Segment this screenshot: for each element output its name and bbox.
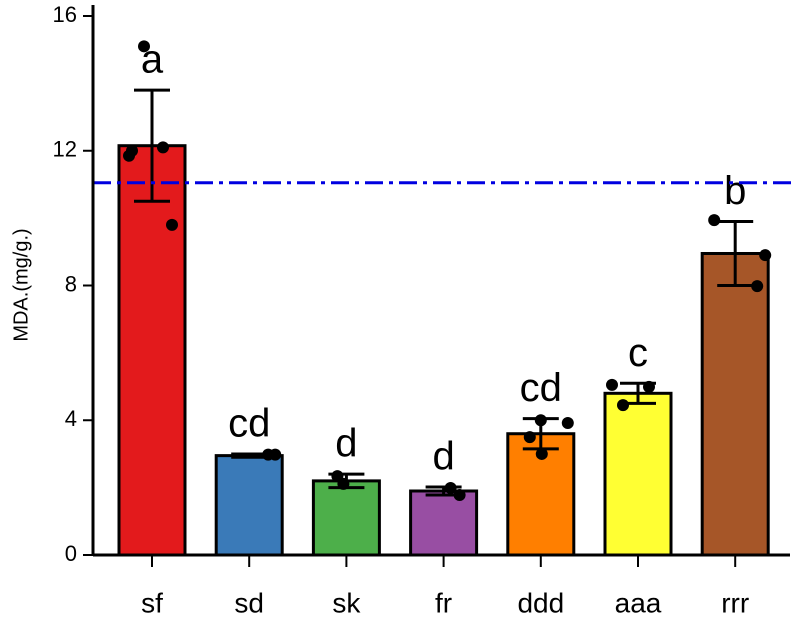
data-point [269, 448, 282, 461]
x-tick-label: sd [234, 587, 264, 618]
bar [311, 479, 381, 557]
data-point [708, 214, 721, 227]
x-tick-label: ddd [517, 587, 564, 618]
data-point [643, 380, 655, 393]
bar [700, 251, 770, 557]
bar [214, 454, 284, 557]
y-tick-label: 16 [53, 2, 77, 27]
significance-letter: a [141, 38, 164, 82]
data-point [561, 416, 574, 429]
x-tick-label: sf [141, 587, 163, 618]
data-point [166, 218, 178, 231]
x-tick-label: rrr [721, 587, 749, 618]
y-tick-label: 8 [65, 271, 77, 296]
significance-letter: cd [228, 402, 270, 446]
y-axis-label: MDA.(mg/g.) [10, 228, 32, 341]
y-tick-label: 12 [53, 137, 77, 162]
data-point [444, 481, 457, 494]
data-point [453, 489, 466, 502]
data-point [535, 447, 548, 460]
data-point [534, 414, 547, 427]
significance-letter: d [432, 435, 454, 479]
bar [409, 489, 479, 557]
x-tick-label: aaa [615, 587, 662, 618]
significance-letter: c [628, 331, 648, 375]
data-point [751, 280, 764, 293]
y-tick-label: 4 [65, 406, 77, 431]
significance-letter: b [724, 169, 746, 213]
data-point [523, 431, 536, 444]
data-point [157, 141, 169, 154]
data-point [617, 399, 629, 412]
y-tick-label: 0 [65, 541, 77, 566]
bar [603, 391, 673, 557]
significance-letter: cd [520, 366, 562, 410]
x-tick-label: sk [332, 587, 361, 618]
data-point [138, 40, 150, 53]
x-tick-label: fr [435, 587, 452, 618]
data-point [337, 477, 350, 490]
data-point [759, 249, 772, 262]
data-point [606, 378, 618, 391]
data-point [123, 149, 135, 162]
significance-letter: d [335, 422, 357, 466]
bar [117, 144, 187, 557]
